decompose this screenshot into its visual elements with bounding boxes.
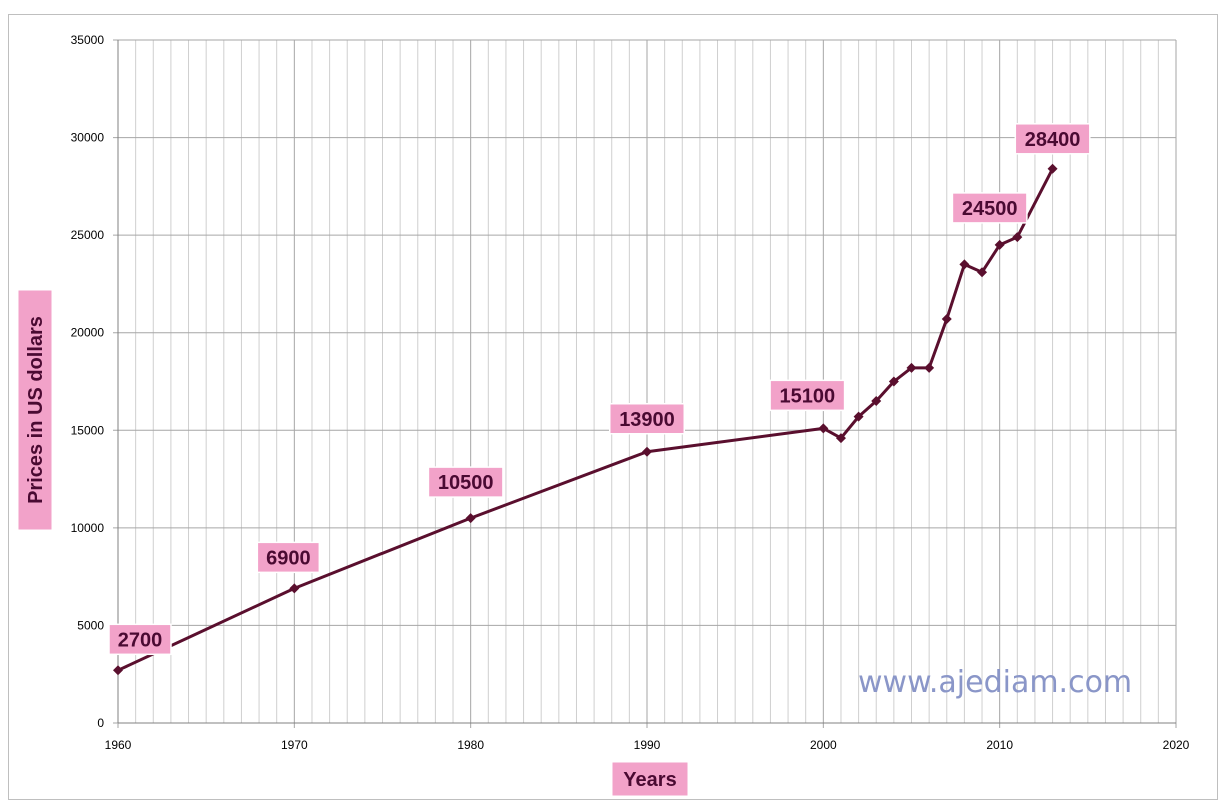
data-label-box <box>427 466 504 498</box>
y-axis-title: Prices in US dollars <box>25 316 47 504</box>
data-point-marker <box>465 513 476 524</box>
data-label: 6900 <box>266 547 311 569</box>
data-label-box <box>1014 123 1091 155</box>
y-tick-label: 30000 <box>71 131 105 145</box>
x-axis-title-box <box>611 761 689 797</box>
y-tick-label: 10000 <box>71 521 105 535</box>
data-label: 24500 <box>962 198 1018 220</box>
data-label-box <box>951 192 1028 224</box>
data-label: 15100 <box>780 385 836 407</box>
data-point-marker <box>977 267 988 278</box>
y-tick-label: 20000 <box>71 326 105 340</box>
x-tick-label: 2020 <box>1163 738 1190 752</box>
data-label-box <box>108 623 172 656</box>
data-point-marker <box>871 396 882 407</box>
data-label: 2700 <box>118 629 163 651</box>
data-point-marker <box>1012 232 1023 243</box>
data-label: 13900 <box>619 409 675 431</box>
y-axis-title-box <box>17 289 53 531</box>
data-point-marker <box>924 362 935 373</box>
y-tick-label: 15000 <box>71 423 105 437</box>
chart-frame <box>8 14 1218 800</box>
data-label-box <box>256 541 321 574</box>
y-tick-label: 25000 <box>71 228 105 242</box>
data-labels: www.ajediam.com 2700 6900 10500 13900 15100 24… <box>108 123 1132 700</box>
y-tick-label: 0 <box>97 716 104 730</box>
y-tick-label: 5000 <box>77 618 104 632</box>
data-point-marker <box>818 423 829 434</box>
x-tick-label: 2000 <box>810 738 837 752</box>
data-point-marker <box>906 362 917 373</box>
y-tick-label: 35000 <box>71 33 105 47</box>
data-point-marker <box>959 259 970 270</box>
x-axis-title: Years <box>623 769 676 791</box>
x-tick-label: 1990 <box>634 738 661 752</box>
data-point-marker <box>994 239 1005 250</box>
x-tick-label: 2010 <box>986 738 1013 752</box>
data-point-marker <box>113 665 123 676</box>
watermark-text: www.ajediam.com <box>858 665 1132 700</box>
x-tick-label: 1960 <box>105 738 132 752</box>
data-point-marker <box>853 411 864 422</box>
axes: 1960 1970 1980 1990 2000 2010 2020 0 5000 10000 15… <box>71 33 1190 752</box>
data-point-marker <box>941 314 952 325</box>
data-label: 10500 <box>438 472 494 494</box>
data-point-marker <box>888 376 899 387</box>
x-tick-label: 1970 <box>281 738 308 752</box>
data-point-marker <box>289 583 300 594</box>
data-point-marker <box>1047 163 1058 174</box>
axis-titles: Years Prices in US dollars <box>17 289 689 797</box>
data-label-box <box>609 403 685 435</box>
data-point-marker <box>642 446 652 457</box>
data-label: 28400 <box>1025 129 1081 151</box>
x-tick-label: 1980 <box>457 738 484 752</box>
data-label-box <box>769 379 846 412</box>
data-point-marker <box>835 433 846 444</box>
series-line <box>117 168 1054 672</box>
series <box>113 163 1058 676</box>
